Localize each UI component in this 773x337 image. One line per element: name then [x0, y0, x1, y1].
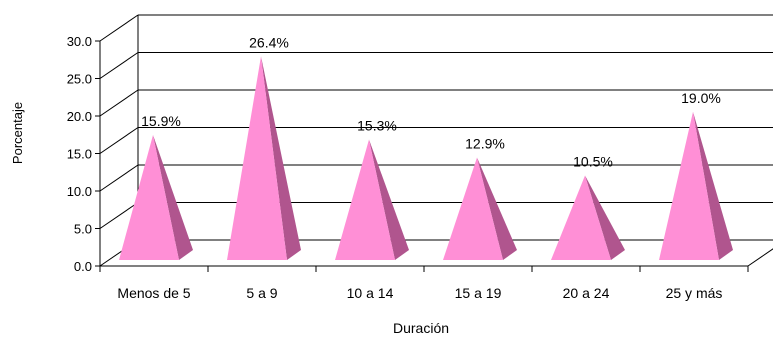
gridline-side: [99, 164, 139, 192]
gridline-side: [99, 14, 139, 42]
bar-pyramid: [551, 175, 625, 260]
data-label: 15.3%: [357, 118, 397, 134]
bar-pyramid-front: [227, 56, 287, 260]
y-tick-label: 25.0: [67, 72, 92, 87]
bars: [119, 56, 733, 260]
bar-pyramid: [335, 139, 409, 260]
bar-pyramid: [227, 56, 301, 260]
bar-pyramid-front: [551, 175, 611, 260]
data-label: 10.5%: [573, 154, 613, 170]
y-axis-label: Porcentaje: [10, 102, 25, 164]
y-tick-label: 20.0: [67, 109, 92, 124]
data-labels: 15.9% 26.4% 15.3% 12.9% 10.5% 19.0%: [141, 34, 721, 169]
gridline-side: [99, 52, 139, 79]
bar-pyramid: [119, 135, 193, 260]
bar-pyramid-front: [335, 139, 395, 260]
x-tick-label: 10 a 14: [347, 285, 394, 301]
y-tick-labels: 0.0 5.0 10.0 15.0 20.0 25.0 30.0: [67, 34, 92, 274]
bar-pyramid-front: [119, 135, 179, 260]
floor-edge: [747, 248, 773, 267]
bar-pyramid-side: [153, 135, 193, 260]
bar-pyramid-side: [369, 139, 409, 260]
x-tick-labels: Menos de 5 5 a 9 10 a 14 15 a 19 20 a 24 25 y…: [117, 285, 722, 301]
bar-pyramid-side: [477, 157, 517, 260]
bar-pyramid-side: [585, 175, 625, 260]
x-tick-label: 20 a 24: [563, 285, 610, 301]
x-tick-label: 25 y más: [666, 285, 723, 301]
bar-pyramid-front: [443, 157, 503, 260]
data-label: 15.9%: [141, 113, 181, 129]
x-tick-label: 5 a 9: [246, 285, 277, 301]
y-tick-label: 5.0: [74, 222, 92, 237]
bar-pyramid-side: [261, 56, 301, 260]
bar-pyramid-side: [693, 111, 733, 260]
x-tick-label: Menos de 5: [117, 285, 190, 301]
bar-pyramid: [443, 157, 517, 260]
gridline-side: [99, 202, 139, 229]
x-tick-label: 15 a 19: [455, 285, 502, 301]
x-axis-label: Duración: [393, 320, 449, 336]
bar-pyramid-front: [659, 111, 719, 260]
y-tick-label: 15.0: [67, 147, 92, 162]
y-tick-label: 30.0: [67, 34, 92, 49]
y-tick-label: 0.0: [74, 259, 92, 274]
axes: [95, 40, 749, 272]
bar-pyramid: [659, 111, 733, 260]
y-tick-label: 10.0: [67, 184, 92, 199]
data-label: 26.4%: [249, 34, 289, 50]
data-label: 12.9%: [465, 136, 505, 152]
gridline-side: [99, 89, 139, 117]
data-label: 19.0%: [681, 90, 721, 106]
gridline-side: [99, 127, 139, 154]
